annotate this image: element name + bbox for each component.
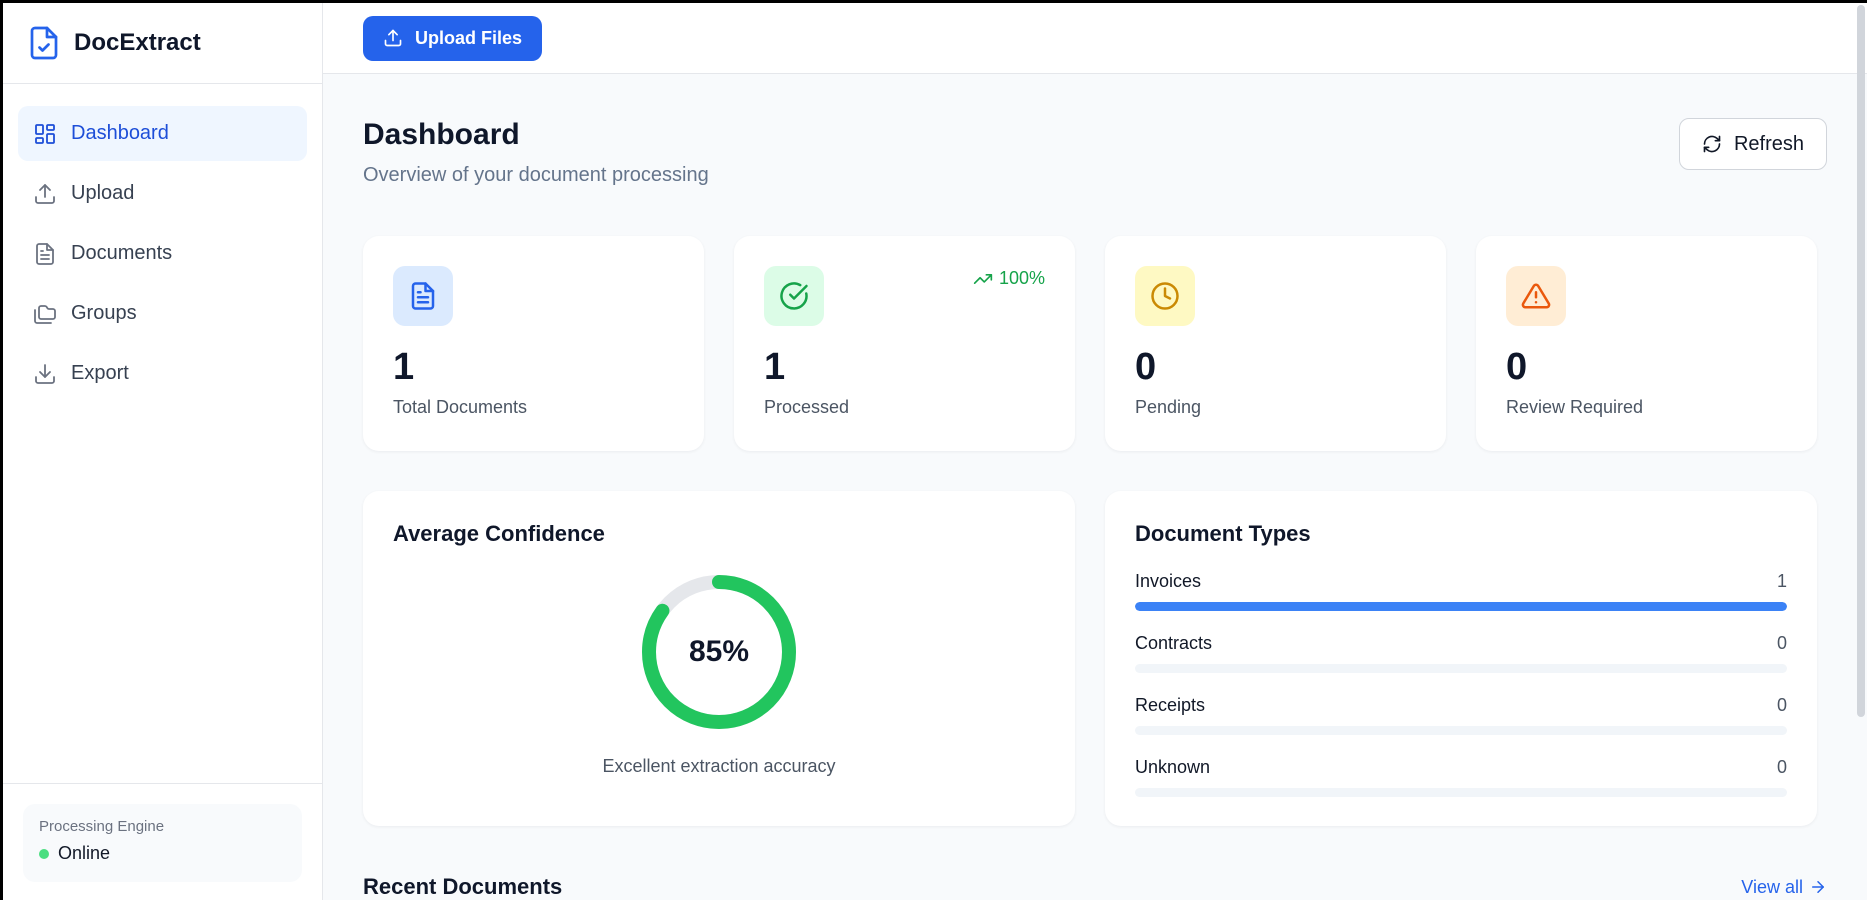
status-dot-icon	[39, 848, 49, 859]
file-check-icon	[30, 26, 58, 60]
brand[interactable]: DocExtract	[3, 3, 322, 84]
stat-value: 0	[1506, 346, 1528, 388]
stat-card-pending: 0 Pending	[1105, 236, 1446, 451]
sidebar-item-dashboard[interactable]: Dashboard	[18, 106, 307, 161]
stat-label: Pending	[1135, 397, 1202, 417]
view-all-label: View all	[1741, 876, 1803, 897]
gauge-arc	[642, 575, 796, 729]
top-bar: Upload Files	[323, 3, 1867, 74]
app-window: DocExtract Dashboard Upload Docu	[3, 3, 1867, 900]
sidebar-footer: Processing Engine Online	[3, 783, 322, 900]
sidebar-item-groups[interactable]: Groups	[18, 286, 307, 341]
folders-icon	[34, 304, 56, 324]
type-count: 0	[1776, 757, 1787, 777]
warning-icon	[1521, 283, 1551, 309]
download-icon	[35, 363, 55, 384]
gauge-caption: Excellent extraction accuracy	[602, 756, 836, 776]
type-list: Invoices 1 Contracts 0	[1135, 571, 1787, 797]
page-header: Dashboard Overview of your document proc…	[363, 118, 1827, 236]
sidebar: DocExtract Dashboard Upload Docu	[3, 3, 323, 900]
page-subtitle: Overview of your document processing	[363, 164, 709, 186]
type-row-unknown: Unknown 0	[1135, 757, 1787, 797]
stat-value: 1	[393, 346, 415, 388]
type-bar-track	[1135, 788, 1787, 797]
type-label: Contracts	[1135, 633, 1213, 653]
confidence-gauge-wrap: 85% Excellent extraction accuracy	[393, 572, 1045, 777]
sidebar-item-documents[interactable]: Documents	[18, 226, 307, 281]
type-bar-track	[1135, 664, 1787, 673]
sidebar-item-label: Export	[71, 362, 129, 384]
trending-up-icon	[973, 273, 993, 284]
trend-value: 100%	[998, 268, 1045, 288]
type-label: Invoices	[1135, 571, 1202, 591]
trend-badge: 100%	[973, 268, 1045, 289]
upload-files-button[interactable]: Upload Files	[363, 15, 543, 61]
stat-card-total: 1 Total Documents	[363, 236, 704, 451]
arrow-right-icon	[1812, 881, 1824, 893]
recent-documents-header: Recent Documents View all	[363, 874, 1827, 900]
stat-card-processed: 100% 1 Processed	[734, 236, 1075, 451]
type-count: 1	[1776, 571, 1787, 591]
type-label: Receipts	[1135, 695, 1206, 715]
charts-row: Average Confidence 85% Excellent extract…	[363, 491, 1827, 826]
confidence-gauge: 85%	[639, 572, 799, 732]
refresh-button[interactable]: Refresh	[1678, 118, 1827, 170]
check-circle-icon	[780, 282, 808, 310]
stat-icon-box	[1135, 266, 1195, 326]
upload-files-label: Upload Files	[415, 27, 523, 48]
dashboard-grid-icon	[35, 123, 55, 144]
sidebar-item-label: Groups	[71, 302, 137, 324]
panel-title: Average Confidence	[393, 521, 605, 546]
stat-icon-box	[1506, 266, 1566, 326]
stat-icon-box	[764, 266, 824, 326]
engine-label: Processing Engine	[39, 818, 165, 835]
sidebar-item-label: Upload	[71, 182, 135, 204]
main-area: Upload Files Dashboard Overview of your …	[323, 3, 1867, 900]
type-bar-fill	[1135, 602, 1787, 611]
document-types-panel: Document Types Invoices 1 Contracts	[1105, 491, 1817, 826]
stat-value: 0	[1135, 346, 1157, 388]
sidebar-nav: Dashboard Upload Documents Groups	[3, 84, 322, 423]
engine-status-box: Processing Engine Online	[23, 804, 302, 882]
refresh-label: Refresh	[1733, 132, 1804, 155]
sidebar-item-upload[interactable]: Upload	[18, 166, 307, 221]
stat-label: Processed	[764, 397, 850, 417]
page-title: Dashboard	[363, 118, 520, 151]
dashboard-content: Dashboard Overview of your document proc…	[323, 74, 1867, 900]
type-count: 0	[1776, 695, 1787, 715]
sidebar-item-export[interactable]: Export	[18, 346, 307, 401]
scrollbar[interactable]	[1857, 5, 1865, 717]
engine-status-text: Online	[58, 843, 111, 863]
document-icon	[36, 242, 54, 265]
type-row-contracts: Contracts 0	[1135, 633, 1787, 673]
stat-icon-box	[393, 266, 453, 326]
refresh-icon	[1703, 135, 1721, 153]
sidebar-item-label: Dashboard	[71, 122, 169, 144]
stat-card-review: 0 Review Required	[1476, 236, 1817, 451]
brand-name: DocExtract	[74, 29, 201, 56]
type-count: 0	[1776, 633, 1787, 653]
upload-icon	[384, 29, 402, 47]
type-bar-track	[1135, 726, 1787, 735]
type-label: Unknown	[1135, 757, 1211, 777]
gauge-value: 85%	[688, 635, 750, 668]
stat-label: Total Documents	[393, 397, 528, 417]
gauge-svg	[642, 575, 796, 729]
type-row-invoices: Invoices 1	[1135, 571, 1787, 611]
view-all-link[interactable]: View all	[1741, 877, 1827, 898]
stat-label: Review Required	[1506, 397, 1644, 417]
average-confidence-panel: Average Confidence 85% Excellent extract…	[363, 491, 1075, 826]
sidebar-item-label: Documents	[71, 242, 173, 264]
document-icon	[411, 282, 435, 310]
type-row-receipts: Receipts 0	[1135, 695, 1787, 735]
engine-status: Online	[39, 843, 286, 864]
type-bar-track	[1135, 602, 1787, 611]
stats-row: 1 Total Documents 100%	[363, 236, 1827, 451]
recent-documents-title: Recent Documents	[363, 874, 563, 899]
clock-icon	[1151, 282, 1179, 310]
stat-value: 1	[764, 346, 786, 388]
upload-icon	[35, 183, 55, 204]
panel-title: Document Types	[1135, 521, 1311, 546]
